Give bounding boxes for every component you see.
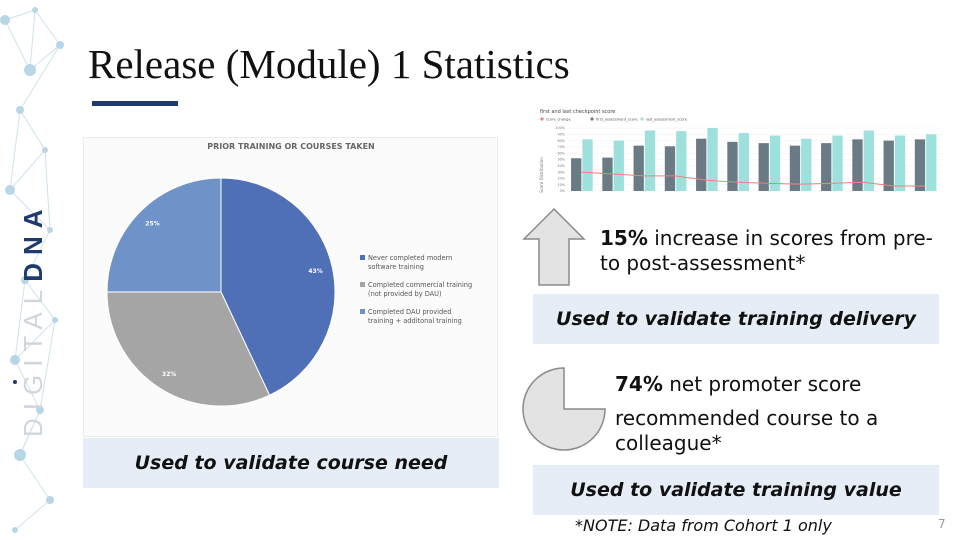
- legend-label-1-0: Completed commercial training: [368, 281, 472, 289]
- pie-slice-1: [106, 291, 271, 407]
- svg-text:DIGITALDNA: DIGITALDNA: [20, 201, 48, 437]
- legend-swatch-0: [360, 255, 365, 260]
- legend-swatch-1: [360, 282, 365, 287]
- bar-first-9: [852, 139, 863, 191]
- bar-first-4: [696, 138, 707, 191]
- y-tick-5: 50%: [557, 158, 565, 162]
- legend-label-2-1: training + additonal training: [368, 317, 462, 325]
- bar-first-10: [883, 140, 894, 191]
- nps-stat: 74% net promoter score: [615, 372, 861, 396]
- score-increase-value: 15%: [600, 226, 648, 250]
- bar-first-0: [571, 158, 582, 191]
- legend-label-1-1: (not provided by DAU): [368, 290, 442, 298]
- bar-first-7: [789, 145, 801, 191]
- course-need-caption: Used to validate course need: [83, 438, 499, 488]
- page-title: Release (Module) 1 Statistics: [88, 41, 570, 87]
- page-number: 7: [938, 517, 946, 531]
- y-tick-10: 0%: [560, 189, 566, 193]
- y-tick-1: 90%: [557, 133, 565, 137]
- bar-legend-label-2: last_assessment_score: [646, 118, 688, 122]
- bar-last-10: [894, 135, 906, 191]
- brand-logo: DIGITALDNA: [20, 201, 48, 437]
- bar-first-3: [664, 146, 676, 191]
- footnote: *NOTE: Data from Cohort 1 only: [575, 516, 832, 535]
- y-tick-2: 80%: [557, 139, 565, 143]
- bar-chart-bars: [571, 128, 937, 191]
- bar-legend-dot-1: [590, 117, 594, 121]
- pie-value-labels: 43% 32% 25%: [145, 220, 322, 377]
- y-tick-9: 10%: [557, 183, 565, 187]
- bar-legend-label-0: score_change: [546, 118, 571, 122]
- bar-legend-dot-2: [640, 117, 644, 121]
- bar-first-8: [821, 143, 832, 191]
- y-tick-6: 40%: [557, 164, 565, 168]
- score-increase-stat: 15% increase in scores from pre- to post…: [600, 226, 940, 276]
- score-increase-text: increase in scores from pre- to post-ass…: [600, 226, 933, 275]
- bar-first-11: [914, 139, 926, 191]
- legend-label-2-0: Completed DAU provided: [368, 308, 451, 316]
- bar-last-0: [582, 139, 593, 191]
- bar-chart-ylabel: Score Distribution: [539, 157, 544, 193]
- bar-last-3: [676, 131, 687, 191]
- pie-value-label-1: 32%: [162, 371, 176, 378]
- bar-first-2: [633, 145, 644, 191]
- bar-first-5: [727, 141, 738, 191]
- pie-value-label-2: 25%: [145, 220, 159, 227]
- bar-legend-label-1: first_assessment_score: [596, 118, 638, 122]
- y-tick-0: 100%: [555, 126, 565, 130]
- bar-last-9: [863, 130, 874, 191]
- bar-chart-legend: score_change first_assessment_score last_a…: [540, 117, 688, 122]
- pie-chart: PRIOR TRAINING OR COURSES TAKEN 43% 32% 25…: [106, 142, 472, 407]
- pie-chart-panel: PRIOR TRAINING OR COURSES TAKEN 43% 32% 25…: [83, 137, 498, 437]
- up-arrow-icon: [522, 207, 586, 286]
- network-decoration: [0, 7, 64, 533]
- nps-description: recommended course to a colleague*: [615, 406, 879, 455]
- bar-first-1: [602, 157, 613, 191]
- bar-last-8: [832, 135, 843, 191]
- nps-value: 74%: [615, 372, 663, 396]
- bar-last-4: [707, 128, 718, 191]
- y-tick-3: 70%: [557, 145, 565, 149]
- training-value-caption: Used to validate training value: [533, 465, 939, 515]
- pie-value-label-0: 43%: [308, 268, 322, 275]
- bar-chart-title: first and last checkpoint score: [540, 109, 615, 115]
- bar-last-6: [769, 135, 781, 191]
- bar-last-7: [801, 138, 812, 191]
- training-delivery-caption: Used to validate training delivery: [533, 294, 939, 344]
- score-change-line: [581, 171, 926, 187]
- y-tick-7: 30%: [557, 170, 565, 174]
- title-underline: [92, 101, 178, 106]
- bar-last-5: [738, 133, 749, 191]
- pie-slice-0: [220, 177, 336, 396]
- legend-label-0-1: software training: [368, 263, 424, 271]
- bar-legend-dot-0: [540, 117, 544, 121]
- bar-last-1: [613, 140, 624, 191]
- pie-shape-icon: [522, 367, 606, 451]
- nps-label: net promoter score: [662, 372, 862, 396]
- y-tick-4: 60%: [557, 151, 565, 155]
- y-tick-8: 20%: [557, 177, 565, 181]
- score-bar-chart: first and last checkpoint score score_ch…: [539, 109, 942, 193]
- pie-chart-title: PRIOR TRAINING OR COURSES TAKEN: [207, 142, 374, 151]
- pie-slice-2: [106, 177, 222, 293]
- bar-last-11: [926, 134, 937, 191]
- legend-swatch-2: [360, 309, 365, 314]
- legend-label-0-0: Never completed modern: [368, 254, 452, 262]
- bar-last-2: [644, 130, 656, 191]
- bar-first-6: [758, 143, 769, 191]
- pie-slices: [106, 177, 336, 407]
